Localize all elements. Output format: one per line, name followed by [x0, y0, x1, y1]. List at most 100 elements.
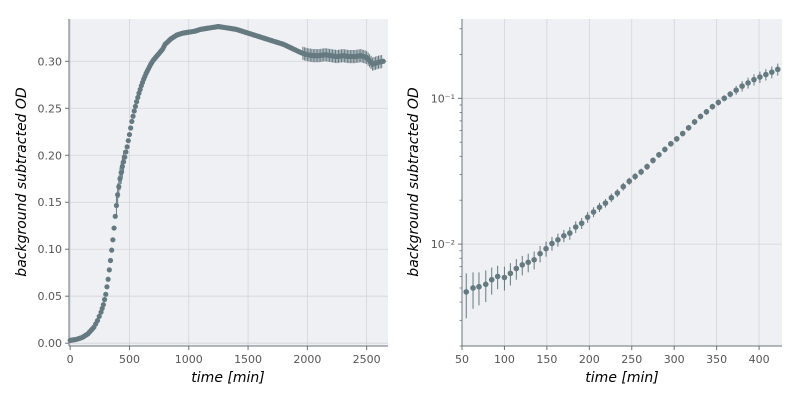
left-y-tick-label: 0.25 [38, 102, 63, 115]
left-x-tick-label: 2500 [353, 353, 381, 366]
right-data-point [626, 178, 633, 185]
right-data-point [751, 76, 757, 83]
left-y-tick-label: 0.00 [38, 337, 63, 350]
right-x-tick-label: 150 [536, 353, 557, 366]
left-x-axis-label: time [min] [191, 370, 264, 386]
right-data-point [555, 237, 561, 243]
right-data-point [774, 66, 781, 73]
left-data-point [124, 144, 130, 150]
left-data-point [101, 296, 108, 303]
right-data-point [537, 250, 543, 257]
left-y-ticks: 0.00 0.05 0.10 0.15 0.20 0.25 0.30 [38, 55, 69, 350]
left-data-point [380, 58, 386, 64]
right-data-point [679, 130, 686, 137]
left-x-tick-label: 500 [119, 353, 140, 366]
left-y-tick-label: 0.30 [38, 55, 63, 68]
left-data-points [67, 23, 386, 343]
right-data-point [644, 163, 650, 170]
right-x-tick-label: 50 [455, 353, 469, 366]
right-data-point [614, 190, 621, 196]
left-chart: 0 500 1000 1500 2000 2500 0.00 0.05 0.10 0.15 0.2… [14, 19, 388, 386]
right-y-ticks: 10⁻² 10⁻¹ [431, 28, 462, 347]
left-data-point [135, 94, 141, 101]
left-data-point [130, 113, 136, 119]
left-y-axis-label: background subtracted OD [14, 87, 30, 277]
right-data-point [715, 99, 722, 106]
right-data-point [513, 265, 520, 272]
right-plot-area [462, 19, 782, 346]
right-data-point [638, 169, 644, 175]
right-y-axis-label: background subtracted OD [406, 87, 422, 277]
left-data-point [96, 313, 102, 320]
right-x-tick-label: 300 [664, 353, 685, 366]
left-data-point [118, 170, 124, 176]
right-data-point [549, 240, 555, 247]
right-data-point [596, 204, 603, 211]
left-data-point [126, 131, 133, 138]
left-data-point [117, 176, 123, 182]
left-data-point [119, 163, 125, 170]
right-data-point [463, 289, 470, 295]
left-x-tick-label: 1000 [175, 353, 203, 366]
right-data-point [572, 224, 579, 230]
right-data-point [501, 274, 508, 281]
right-data-points [463, 66, 781, 295]
left-data-point [128, 125, 134, 131]
left-data-point [112, 213, 118, 219]
right-data-point [656, 151, 662, 158]
right-data-point [673, 136, 680, 142]
right-data-point [470, 285, 476, 291]
left-x-tick-label: 0 [67, 353, 74, 366]
right-data-point [525, 259, 532, 266]
left-x-tick-label: 1500 [234, 353, 262, 366]
right-y-tick-label: 10⁻¹ [431, 92, 455, 105]
right-data-point [727, 91, 734, 97]
left-data-point [125, 138, 131, 144]
left-data-point [129, 118, 135, 125]
right-data-point [578, 220, 585, 227]
right-data-point [494, 273, 501, 280]
right-data-point [632, 173, 638, 180]
left-data-point [115, 192, 121, 198]
left-x-ticks: 0 500 1000 1500 2000 2500 [67, 346, 381, 366]
right-data-point [488, 276, 495, 283]
right-data-point [566, 230, 573, 236]
right-data-point [757, 74, 763, 80]
right-data-point [584, 214, 591, 220]
left-data-point [131, 108, 137, 114]
right-data-point [650, 157, 656, 164]
right-data-point [685, 124, 692, 131]
right-data-point [697, 113, 704, 120]
left-data-point [111, 225, 117, 231]
right-data-point [739, 83, 745, 89]
right-x-ticks: 50 100 150 200 250 300 350 400 [455, 346, 770, 366]
left-data-point [109, 247, 115, 253]
right-data-point [531, 257, 537, 263]
right-data-point [709, 103, 716, 110]
right-data-point [476, 283, 482, 290]
right-y-tick-label: 10⁻² [431, 238, 455, 251]
left-data-point [104, 284, 110, 290]
right-data-point [703, 109, 710, 115]
left-data-point [110, 237, 116, 243]
left-data-point [116, 184, 122, 190]
left-data-point [103, 291, 109, 297]
right-x-tick-label: 350 [706, 353, 727, 366]
right-data-point [561, 233, 567, 239]
left-data-point [94, 318, 101, 324]
left-data-point [123, 149, 129, 155]
right-data-point [543, 245, 549, 252]
right-x-tick-label: 250 [621, 353, 642, 366]
right-x-tick-label: 100 [494, 353, 515, 366]
right-data-point [519, 262, 526, 268]
right-data-point [733, 87, 739, 93]
left-data-point [105, 276, 111, 282]
left-data-point [113, 202, 120, 209]
right-data-point [590, 209, 597, 215]
right-x-axis-label: time [min] [585, 370, 658, 386]
right-data-point [602, 200, 609, 206]
left-y-tick-label: 0.20 [38, 149, 63, 162]
right-chart: 50 100 150 200 250 300 350 400 10⁻² 10⁻¹ time [m… [406, 19, 782, 386]
right-data-point [668, 140, 674, 147]
